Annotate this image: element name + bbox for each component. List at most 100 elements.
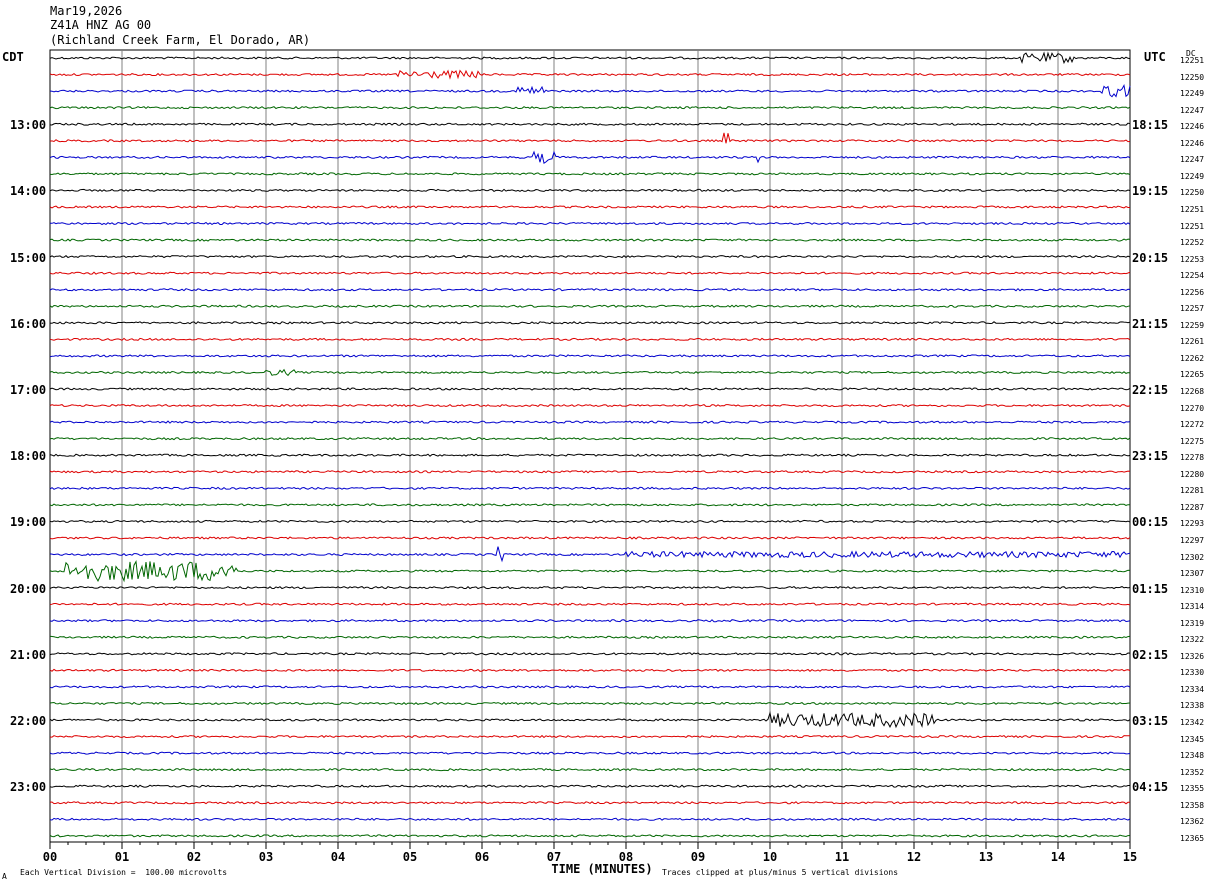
- dc-offset-label: 12278: [1180, 453, 1205, 463]
- right-hour-label: 19:15: [1132, 184, 1169, 199]
- dc-offset-label: 12326: [1180, 651, 1205, 661]
- dc-offset-label: 12322: [1180, 635, 1205, 645]
- x-tick-label: 03: [258, 850, 274, 864]
- left-timezone-label: CDT: [2, 50, 24, 64]
- seismic-trace: [49, 470, 1131, 474]
- seismic-trace: [49, 701, 1131, 706]
- left-hour-label: 14:00: [10, 184, 47, 199]
- seismic-trace: [49, 337, 1131, 341]
- x-tick-label: 11: [834, 850, 850, 864]
- dc-offset-label: 12259: [1180, 320, 1205, 330]
- plot-date: Mar19,2026: [50, 4, 123, 18]
- right-hour-label: 20:15: [1132, 250, 1169, 265]
- dc-offset-label: 12280: [1180, 469, 1205, 479]
- seismic-trace: [49, 271, 1131, 275]
- seismic-trace: [49, 51, 1131, 65]
- x-tick-label: 15: [1122, 850, 1138, 864]
- x-tick-label: 04: [330, 850, 346, 864]
- dc-offset-label: 12345: [1180, 734, 1205, 744]
- dc-offset-label: 12251: [1180, 221, 1205, 231]
- seismic-trace: [49, 106, 1131, 110]
- dc-offset-label: 12247: [1180, 105, 1205, 115]
- corner-mark: A: [2, 872, 7, 881]
- seismic-trace: [49, 817, 1131, 821]
- seismic-trace: [49, 784, 1130, 788]
- dc-offset-label: 12355: [1180, 784, 1205, 794]
- dc-offset-label: 12270: [1180, 403, 1205, 413]
- seismic-trace: [49, 559, 1131, 583]
- x-tick-label: 06: [474, 850, 490, 864]
- dc-offset-label: 12302: [1180, 552, 1205, 562]
- seismic-trace: [49, 368, 1131, 377]
- x-tick-label: 01: [114, 850, 130, 864]
- x-tick-label: 10: [762, 850, 778, 864]
- seismic-trace: [49, 437, 1131, 441]
- seismic-trace: [49, 602, 1131, 606]
- dc-offset-label: 12334: [1180, 684, 1205, 694]
- seismic-trace: [49, 519, 1131, 523]
- clip-note: Traces clipped at plus/minus 5 vertical …: [662, 868, 899, 877]
- station-location: (Richland Creek Farm, El Dorado, AR): [50, 33, 311, 47]
- dc-offset-label: 12358: [1180, 800, 1205, 810]
- dc-offset-label: 12362: [1180, 817, 1205, 827]
- seismic-trace: [49, 668, 1131, 672]
- left-hour-label: 15:00: [10, 250, 47, 265]
- dc-offset-label: 12261: [1180, 337, 1205, 347]
- seismic-trace: [49, 536, 1131, 540]
- x-tick-label: 08: [618, 850, 634, 864]
- left-hour-label: 20:00: [10, 581, 47, 596]
- dc-offset-label: 12352: [1180, 767, 1205, 777]
- dc-offset-label: 12307: [1180, 569, 1205, 579]
- left-hour-label: 19:00: [10, 515, 47, 530]
- left-hour-label: 18:00: [10, 449, 47, 464]
- x-tick-label: 07: [546, 850, 562, 864]
- seismic-trace: [49, 172, 1131, 176]
- seismic-trace: [49, 711, 1131, 729]
- dc-offset-label: 12250: [1180, 72, 1205, 82]
- seismic-trace: [49, 354, 1131, 358]
- right-hour-label: 01:15: [1132, 581, 1169, 596]
- dc-offset-label: 12365: [1180, 833, 1205, 843]
- dc-offset-label: 12262: [1180, 353, 1205, 363]
- dc-offset-label: 12256: [1180, 287, 1205, 297]
- right-hour-label: 18:15: [1132, 118, 1169, 133]
- seismic-trace: [49, 768, 1131, 772]
- seismic-trace: [49, 205, 1130, 209]
- dc-offset-label: 12319: [1180, 618, 1205, 628]
- left-hour-label: 23:00: [10, 780, 47, 795]
- dc-offset-label: 12249: [1180, 171, 1205, 181]
- seismic-trace: [49, 453, 1131, 457]
- dc-offset-label: 12251: [1180, 56, 1205, 65]
- dc-offset-label: 12252: [1180, 238, 1205, 248]
- x-tick-label: 05: [402, 850, 418, 864]
- seismic-trace: [49, 83, 1131, 98]
- x-tick-label: 13: [978, 850, 994, 864]
- seismic-trace: [49, 150, 1131, 165]
- dc-offset-label: 12330: [1180, 668, 1205, 678]
- dc-offset-label: 12254: [1180, 271, 1205, 281]
- dc-offset-label: 12342: [1180, 718, 1205, 727]
- seismic-trace: [49, 503, 1131, 507]
- seismic-trace: [49, 652, 1131, 656]
- right-timezone-label: UTC: [1144, 50, 1166, 64]
- dc-offset-label: 12297: [1180, 535, 1205, 545]
- left-hour-label: 13:00: [10, 118, 47, 133]
- seismic-trace: [49, 255, 1131, 259]
- seismic-trace: [49, 238, 1131, 242]
- dc-offset-label: 12314: [1180, 602, 1205, 612]
- dc-offset-label: 12275: [1180, 436, 1205, 446]
- x-tick-label: 02: [186, 850, 202, 864]
- dc-offset-label: 12287: [1180, 502, 1205, 512]
- x-tick-label: 12: [906, 850, 922, 864]
- station-id: Z41A HNZ AG 00: [50, 18, 152, 32]
- seismic-trace: [49, 734, 1130, 739]
- scale-note: Each Vertical Division = 100.00 microvol…: [20, 868, 228, 877]
- dc-offset-label: 12247: [1180, 155, 1205, 165]
- left-hour-label: 16:00: [10, 316, 47, 331]
- seismic-trace: [49, 546, 1131, 563]
- seismic-trace: [49, 403, 1131, 408]
- seismic-trace: [49, 387, 1131, 391]
- left-hour-label: 21:00: [10, 647, 47, 662]
- x-tick-label: 09: [690, 850, 706, 864]
- dc-offset-label: 12272: [1180, 420, 1205, 430]
